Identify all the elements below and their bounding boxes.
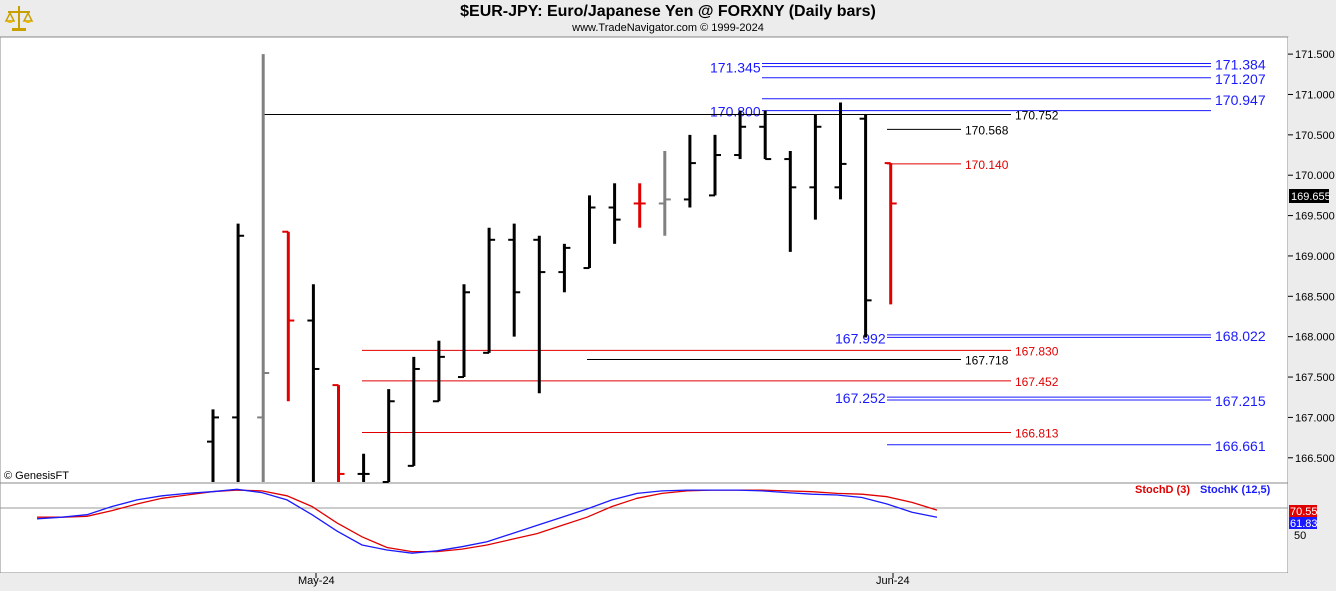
price-pane <box>0 36 1289 484</box>
bars-group <box>207 54 897 483</box>
stoch-d-last-label: 70.55 <box>1290 506 1318 518</box>
stoch-d-last-box <box>1289 505 1317 517</box>
stoch-d-legend: StochD (3) <box>1135 484 1190 496</box>
level-label-13: 167.252 <box>835 390 886 406</box>
level-label-0: 171.384 <box>1215 56 1266 72</box>
level-label-16: 166.661 <box>1215 438 1266 454</box>
stoch-line-0 <box>37 489 938 553</box>
y-tick-label-6: 168.500 <box>1295 291 1335 303</box>
watermark-text: © GenesisFT <box>4 470 69 482</box>
level-label-9: 167.992 <box>835 330 886 346</box>
level-label-4: 170.800 <box>710 104 761 120</box>
level-label-8: 168.022 <box>1215 328 1266 344</box>
y-tick-label-1: 171.000 <box>1295 89 1335 101</box>
level-label-2: 171.207 <box>1215 71 1266 87</box>
stoch-k-legend: StochK (12,5) <box>1200 484 1271 496</box>
y-tick-label-5: 169.000 <box>1295 251 1335 263</box>
stoch-k-last-box <box>1289 517 1317 529</box>
levels-group: 171.384 171.345 171.207 170.947 170.800 170.7… <box>262 56 1266 454</box>
chart-title: $EUR-JPY: Euro/Japanese Yen @ FORXNY (Da… <box>460 3 876 20</box>
level-label-15: 166.813 <box>1015 427 1059 441</box>
y-tick-label-8: 167.500 <box>1295 372 1335 384</box>
y-tick-label-9: 167.000 <box>1295 412 1335 424</box>
y-tick-label-0: 171.500 <box>1295 49 1335 61</box>
level-label-7: 170.140 <box>965 158 1009 172</box>
chart-subtitle: www.TradeNavigator.com © 1999-2024 <box>572 22 764 34</box>
level-label-14: 167.215 <box>1215 393 1266 409</box>
level-label-3: 170.947 <box>1215 92 1266 108</box>
scale-logo-icon <box>4 6 34 31</box>
y-tick-label-7: 168.000 <box>1295 332 1335 344</box>
level-label-10: 167.830 <box>1015 344 1059 358</box>
level-label-11: 167.718 <box>965 353 1009 367</box>
level-label-6: 170.568 <box>965 123 1009 137</box>
stoch-group <box>36 488 938 554</box>
x-axis-area <box>0 573 1336 591</box>
stoch-tick-50: 50 <box>1294 530 1306 542</box>
x-label-jun: Jun-24 <box>876 575 910 587</box>
title-bar: $EUR-JPY: Euro/Japanese Yen @ FORXNY (Da… <box>0 0 1336 37</box>
level-label-12: 167.452 <box>1015 375 1059 389</box>
y-ticks-group: 171.500 171.000 170.500 170.000 169.500 169.0… <box>1288 49 1335 465</box>
stoch-line-1 <box>36 488 938 554</box>
y-tick-label-4: 169.500 <box>1295 211 1335 223</box>
y-tick-label-3: 170.000 <box>1295 170 1335 182</box>
x-label-may: May-24 <box>298 575 335 587</box>
y-axis-area <box>1288 37 1336 573</box>
y-tick-label-2: 170.500 <box>1295 130 1335 142</box>
last-price-label: 169.655 <box>1291 191 1331 203</box>
y-tick-label-10: 166.500 <box>1295 453 1335 465</box>
stoch-pane <box>0 482 1289 574</box>
level-label-5: 170.752 <box>1015 108 1059 122</box>
last-price-box <box>1289 189 1329 203</box>
stoch-k-last-label: 61.83 <box>1290 518 1318 530</box>
level-label-1: 171.345 <box>710 60 761 76</box>
